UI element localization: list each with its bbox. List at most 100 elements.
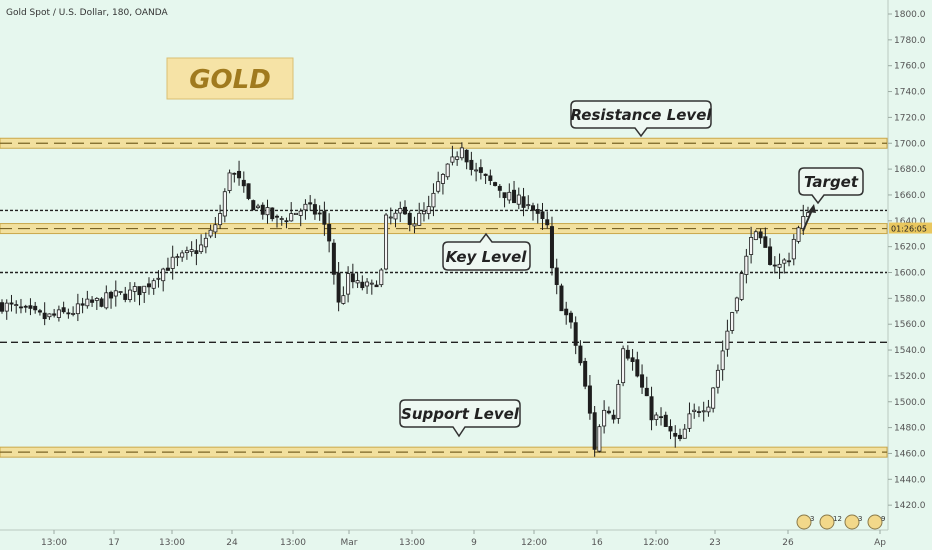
target-arrow-shaft bbox=[802, 209, 813, 232]
candle-body bbox=[199, 244, 204, 253]
y-tick-label: 1700.0 bbox=[894, 139, 926, 149]
gold-watermark: GOLD bbox=[189, 65, 271, 95]
current-price-tag-bg bbox=[889, 222, 932, 234]
candle-body bbox=[194, 250, 199, 254]
candle-body bbox=[308, 202, 313, 205]
x-tick-label: 12:00 bbox=[521, 538, 547, 548]
candle-body bbox=[28, 305, 33, 309]
candle-body bbox=[407, 212, 412, 225]
candle-body bbox=[673, 432, 678, 437]
gold-label-box: GOLD bbox=[166, 57, 294, 100]
candle-body bbox=[720, 350, 725, 371]
indicator-badge-count: 3 bbox=[858, 515, 862, 523]
candle-body bbox=[365, 281, 370, 287]
indicator-badges[interactable]: 3 12 3 9 bbox=[796, 514, 885, 530]
candle-body bbox=[170, 256, 175, 269]
candle-body bbox=[507, 191, 512, 201]
candle-body bbox=[52, 313, 57, 316]
candle-body bbox=[549, 226, 554, 269]
x-tick-label: 13:00 bbox=[159, 538, 185, 548]
x-tick-label: 13:00 bbox=[41, 538, 67, 548]
candle-body bbox=[99, 298, 104, 307]
candle-body bbox=[14, 304, 19, 306]
candle-body bbox=[621, 348, 626, 384]
candle-body bbox=[526, 204, 531, 207]
candle-body bbox=[232, 172, 237, 175]
candle-body bbox=[412, 223, 417, 227]
candle-body bbox=[782, 259, 787, 264]
candle-body bbox=[578, 345, 583, 364]
resistance-callout[interactable]: Resistance Level bbox=[570, 100, 712, 138]
candle-body bbox=[668, 426, 673, 432]
x-tick-label: 17 bbox=[108, 538, 119, 548]
candle-body bbox=[545, 219, 550, 226]
candle-body bbox=[592, 412, 597, 450]
candle-body bbox=[75, 303, 80, 315]
target-callout[interactable]: Target bbox=[798, 167, 864, 205]
candle-body bbox=[61, 307, 66, 313]
candle-body bbox=[744, 255, 749, 275]
y-tick-label: 1540.0 bbox=[894, 346, 926, 356]
candle-body bbox=[142, 285, 147, 293]
candle-body bbox=[37, 310, 42, 313]
target-arrow-head bbox=[808, 204, 816, 213]
time-axis[interactable]: 13:00 17 13:00 24 13:00 Mar 13:00 9 12:00 16 12:00… bbox=[41, 530, 886, 548]
candle-body bbox=[237, 170, 242, 179]
y-tick-label: 1420.0 bbox=[894, 501, 926, 511]
candle-body bbox=[450, 156, 455, 163]
candle-body bbox=[436, 181, 441, 192]
y-tick-label: 1720.0 bbox=[894, 113, 926, 123]
y-tick-label: 1800.0 bbox=[894, 10, 926, 20]
candle-body bbox=[739, 273, 744, 300]
candle-body bbox=[663, 414, 668, 427]
candle-body bbox=[625, 349, 630, 359]
candle-body bbox=[9, 302, 14, 305]
candle-body bbox=[71, 313, 76, 315]
candle-body bbox=[478, 167, 483, 173]
candle-body bbox=[640, 374, 645, 388]
candle-body bbox=[521, 196, 526, 208]
candle-body bbox=[213, 224, 218, 233]
key-level-callout[interactable]: Key Level bbox=[442, 232, 531, 271]
candle-body bbox=[227, 172, 232, 191]
y-tick-label: 1580.0 bbox=[894, 294, 926, 304]
chart-title: Gold Spot / U.S. Dollar, 180, OANDA bbox=[6, 8, 169, 18]
price-axis[interactable]: 1420.0 1440.0 1460.0 1480.0 1500.0 1520.0 1540… bbox=[888, 10, 926, 511]
indicator-badge-count: 3 bbox=[810, 515, 814, 523]
candle-body bbox=[118, 291, 123, 293]
key-level-label: Key Level bbox=[446, 248, 528, 266]
candle-body bbox=[431, 192, 436, 208]
support-callout[interactable]: Support Level bbox=[399, 399, 521, 438]
indicator-badge-icon bbox=[844, 514, 860, 530]
candle-body bbox=[331, 242, 336, 275]
candle-body bbox=[459, 147, 464, 159]
candle-body bbox=[355, 280, 360, 284]
support-callout-bubble bbox=[399, 399, 521, 438]
candle-body bbox=[488, 175, 493, 181]
candle-body bbox=[753, 231, 758, 241]
candle-body bbox=[132, 286, 137, 292]
candle-body bbox=[123, 293, 128, 300]
x-tick-label: Ap bbox=[874, 538, 886, 548]
candle-body bbox=[312, 204, 317, 215]
x-tick-label: 13:00 bbox=[399, 538, 425, 548]
candle-body bbox=[203, 237, 208, 248]
candle-body bbox=[284, 220, 289, 223]
candle-body bbox=[659, 416, 664, 419]
candle-body bbox=[635, 359, 640, 377]
y-tick-label: 1560.0 bbox=[894, 320, 926, 330]
candle-body bbox=[502, 192, 507, 199]
candle-body bbox=[360, 281, 365, 289]
candle-body bbox=[298, 210, 303, 216]
candle-body bbox=[559, 285, 564, 312]
y-tick-label: 1520.0 bbox=[894, 372, 926, 382]
candle-body bbox=[94, 298, 99, 301]
candle-body bbox=[602, 409, 607, 427]
candle-body bbox=[189, 249, 194, 252]
candle-body bbox=[317, 212, 322, 215]
x-tick-label: Mar bbox=[341, 538, 358, 548]
candle-body bbox=[768, 246, 773, 265]
x-tick-label: 24 bbox=[226, 538, 238, 548]
candle-body bbox=[146, 283, 151, 288]
